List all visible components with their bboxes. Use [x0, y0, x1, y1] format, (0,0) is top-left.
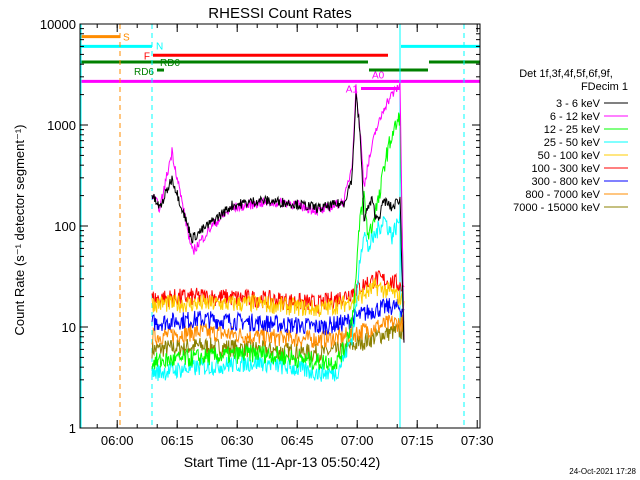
y-tick-label: 10	[62, 320, 76, 335]
x-tick-label: 06:15	[161, 433, 194, 448]
plot-frame	[79, 23, 481, 429]
flag-label: S	[123, 33, 130, 44]
vertical-markers	[80, 24, 465, 428]
legend-entry-label: 3 - 6 keV	[556, 98, 601, 110]
flag-bars: S NF RD0 RD6 A0 A1	[81, 33, 480, 95]
legend-entry-label: 25 - 50 keV	[544, 137, 601, 149]
legend: Det 1f,3f,4f,5f,6f,9f,FDecim 1 3 - 6 keV6…	[513, 68, 628, 214]
x-tick-label: 06:45	[281, 433, 314, 448]
legend-entry-label: 300 - 800 keV	[532, 176, 601, 188]
series-line-6-12-keV	[151, 82, 405, 343]
x-tick-label: 06:00	[101, 433, 134, 448]
y-axis-label: Count Rate (s⁻¹ detector segment⁻¹)	[12, 125, 27, 336]
flag-label: A0	[372, 70, 385, 81]
flag-label: N	[156, 41, 163, 52]
legend-entry-label: 12 - 25 keV	[544, 124, 601, 136]
series-line-300-800-keV	[151, 298, 405, 336]
y-tick-label: 100	[54, 219, 76, 234]
series-line-3-6-keV	[151, 93, 405, 343]
flag-label: F	[144, 51, 150, 62]
series-line-800-7000-keV	[151, 314, 405, 349]
legend-header-line: FDecim 1	[581, 81, 628, 93]
legend-entry-label: 6 - 12 keV	[550, 111, 601, 123]
x-tick-label: 07:15	[401, 433, 434, 448]
series-line-12-25-keV	[151, 112, 405, 371]
y-axis-ticks: 1 10 100 1000 10000	[40, 17, 480, 436]
y-tick-label: 10000	[40, 17, 76, 32]
legend-entry-label: 7000 - 15000 keV	[513, 202, 601, 214]
series-lines	[151, 82, 405, 382]
footer-timestamp: 24-Oct-2021 17:28	[569, 467, 636, 476]
flag-label: RD6	[134, 67, 154, 78]
chart-title: RHESSI Count Rates	[208, 5, 351, 22]
legend-header-line: Det 1f,3f,4f,5f,6f,9f,	[519, 68, 613, 80]
y-tick-label: 1000	[47, 118, 76, 133]
legend-entry-label: 50 - 100 keV	[538, 150, 601, 162]
legend-entry-label: 100 - 300 keV	[532, 163, 601, 175]
series-line-50-100-keV	[151, 277, 405, 317]
x-tick-label: 06:30	[221, 433, 254, 448]
x-tick-label: 07:00	[341, 433, 374, 448]
x-axis-ticks: 06:00 06:15 06:30 06:45 07:00 07:15 07:30	[96, 24, 494, 448]
x-tick-label: 07:30	[461, 433, 494, 448]
series-line-25-50-keV	[151, 208, 405, 382]
legend-entry-label: 800 - 7000 keV	[525, 189, 600, 201]
y-tick-label: 1	[69, 421, 76, 436]
flag-label: RD0	[160, 58, 180, 69]
flag-label: A1	[346, 84, 359, 95]
x-axis-label: Start Time (11-Apr-13 05:50:42)	[184, 454, 381, 470]
